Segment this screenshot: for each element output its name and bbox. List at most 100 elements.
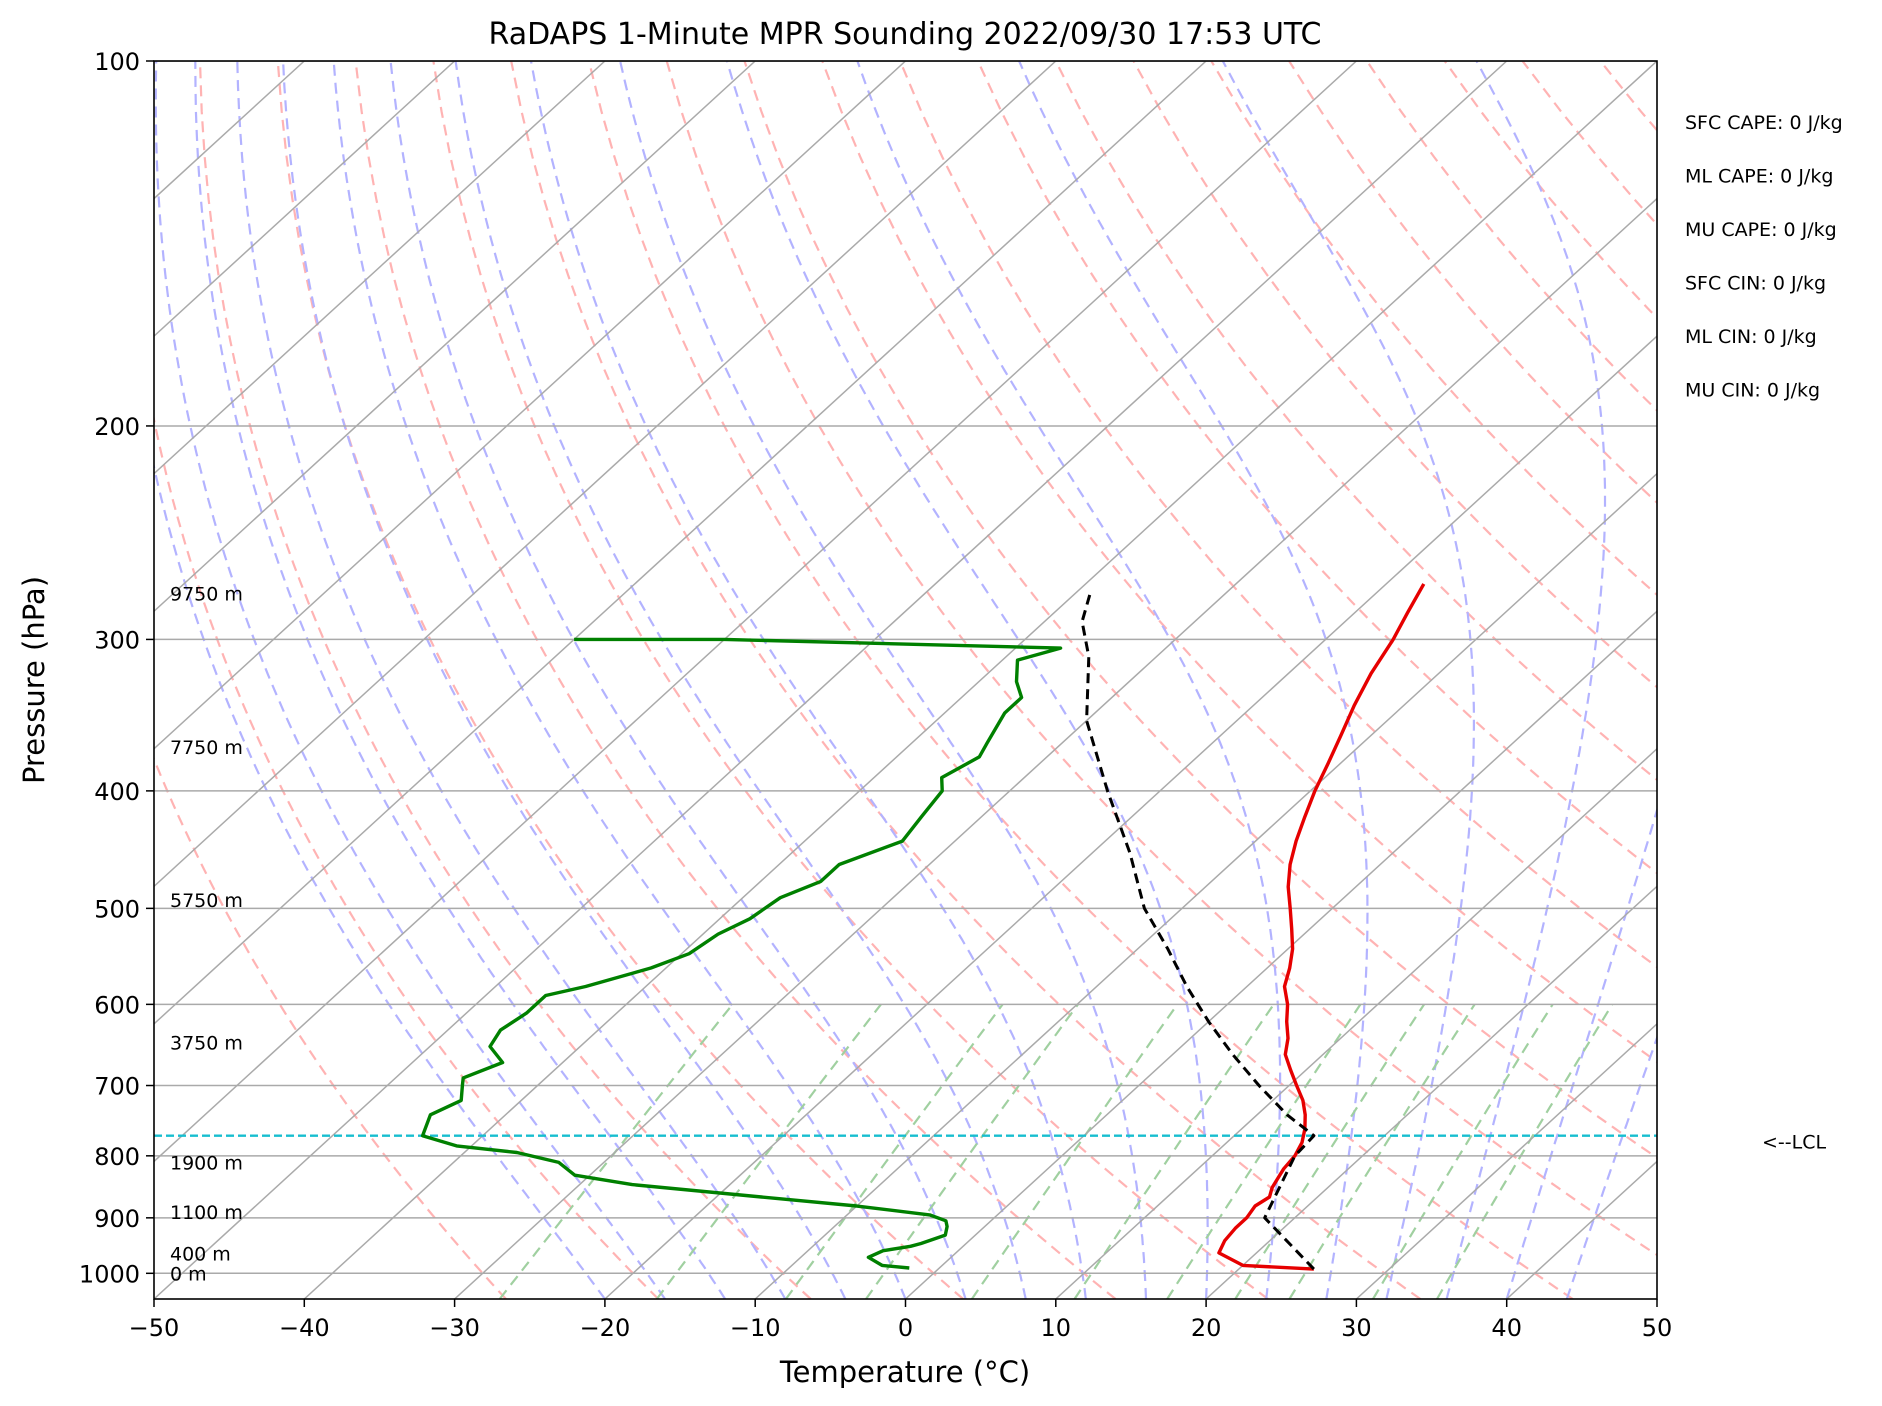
mixing-ratio-line	[655, 1003, 882, 1299]
moist-adiabat	[1018, 61, 1369, 1299]
mixing-ratio-line	[1234, 1003, 1426, 1299]
moist-adiabat	[725, 61, 1209, 1299]
dry-adiabat	[198, 61, 812, 1299]
x-tick-label: −10	[730, 1314, 781, 1342]
x-tick-label: 30	[1341, 1314, 1372, 1342]
chart-title: RaDAPS 1-Minute MPR Sounding 2022/09/30 …	[489, 17, 1322, 52]
dry-adiabat	[976, 61, 1657, 875]
stat-line: MU CIN: 0 J/kg	[1685, 380, 1820, 402]
mixing-ratio-line	[1436, 1003, 1614, 1299]
isotherm	[604, 335, 1657, 1299]
mixing-ratio-line	[1166, 1003, 1362, 1299]
moist-adiabat	[529, 61, 1087, 1299]
moist-adiabat	[1445, 61, 1607, 1299]
x-tick-label: 40	[1491, 1314, 1522, 1342]
x-axis: −50 −40 −30 −20 −10 0 10 20 30 40 50	[129, 1299, 1673, 1342]
dry-adiabat	[1132, 61, 1657, 689]
dry-adiabat	[154, 414, 660, 1299]
dry-adiabat	[1210, 61, 1657, 597]
moist-adiabat	[154, 462, 606, 1299]
grid-lines	[154, 61, 1657, 1299]
moist-adiabat	[1565, 1034, 1657, 1299]
moist-adiabat	[389, 61, 967, 1299]
moist-adiabat	[1505, 806, 1657, 1299]
stat-line: SFC CAPE: 0 J/kg	[1685, 112, 1843, 134]
moist-adiabat	[619, 61, 1148, 1299]
y-tick-label: 100	[94, 48, 140, 76]
dry-adiabat	[665, 61, 1657, 1257]
dry-adiabat	[1521, 61, 1657, 227]
y-tick-label: 600	[94, 991, 140, 1019]
x-tick-label: −50	[129, 1314, 180, 1342]
dry-adiabat	[510, 61, 1422, 1299]
y-tick-label: 700	[94, 1073, 140, 1101]
mixing-ratio-line	[498, 1003, 734, 1299]
isotherm	[454, 197, 1657, 1299]
dry-adiabat	[1834, 61, 1882, 1299]
moist-adiabat	[1221, 61, 1475, 1299]
isotherm	[1205, 885, 1657, 1299]
isotherm	[303, 61, 1657, 1299]
mixing-ratio-line	[1073, 1003, 1275, 1299]
isotherm	[904, 610, 1657, 1299]
y-tick-label: 200	[94, 413, 140, 441]
isotherm	[1055, 747, 1657, 1299]
height-label: 7750 m	[170, 737, 243, 759]
x-tick-label: 50	[1642, 1314, 1673, 1342]
stat-line: SFC CIN: 0 J/kg	[1685, 273, 1826, 295]
dry-adiabat	[1288, 61, 1657, 505]
stat-line: ML CAPE: 0 J/kg	[1685, 166, 1833, 188]
isotherm	[154, 61, 1357, 1163]
isotherm	[1355, 1022, 1657, 1299]
height-label: 5750 m	[170, 890, 243, 912]
isotherm	[154, 61, 456, 338]
dry-adiabat	[276, 61, 964, 1299]
lcl-label: <--LCL	[1762, 1132, 1826, 1154]
isotherm	[154, 61, 1207, 1025]
x-tick-label: −30	[429, 1314, 480, 1342]
dry-adiabat	[899, 61, 1657, 969]
isotherm	[1656, 1297, 1657, 1299]
dry-adiabat	[1443, 61, 1657, 320]
isotherm	[1506, 1160, 1657, 1299]
x-tick-label: 10	[1041, 1314, 1072, 1342]
x-tick-label: 20	[1191, 1314, 1222, 1342]
x-axis-label: Temperature (°C)	[779, 1355, 1030, 1389]
dry-adiabat	[154, 756, 507, 1299]
y-axis: 100 200 300 400 500 600 700 800 900 1000	[79, 48, 154, 1288]
moist-adiabat	[332, 61, 907, 1299]
series-layer	[420, 583, 1426, 1271]
moist-adiabat	[236, 61, 787, 1299]
height-label: 400 m	[170, 1243, 231, 1265]
y-tick-label: 1000	[79, 1260, 140, 1288]
isotherm	[754, 472, 1657, 1299]
dry-adiabat	[1054, 61, 1657, 782]
dry-adiabat	[1599, 61, 1657, 132]
stats-panel: SFC CAPE: 0 J/kg ML CAPE: 0 J/kg MU CAPE: …	[1685, 112, 1843, 402]
stat-line: ML CIN: 0 J/kg	[1685, 326, 1817, 348]
isotherm	[154, 61, 756, 613]
y-tick-label: 500	[94, 895, 140, 923]
isotherm	[154, 61, 1057, 888]
dewpoint-profile	[420, 637, 1063, 1270]
moist-adiabat	[856, 61, 1282, 1299]
mixing-ratio-line	[1288, 1003, 1476, 1299]
x-tick-label: −40	[279, 1314, 330, 1342]
x-tick-label: 0	[898, 1314, 913, 1342]
mixing-ratio-line	[785, 1003, 1004, 1299]
y-tick-label: 800	[94, 1143, 140, 1171]
stat-line: MU CAPE: 0 J/kg	[1685, 219, 1837, 241]
isotherm	[154, 61, 606, 475]
dry-adiabat	[743, 61, 1657, 1160]
height-label: 1900 m	[170, 1152, 243, 1174]
dry-adiabat	[354, 61, 1117, 1299]
dry-adiabat	[587, 61, 1574, 1299]
isotherm	[154, 61, 1508, 1299]
dry-adiabat	[1678, 61, 1882, 1299]
height-label: 1100 m	[170, 1202, 243, 1224]
y-tick-label: 400	[94, 778, 140, 806]
mixing-ratio-line	[1372, 1003, 1554, 1299]
moist-adiabat	[282, 61, 847, 1299]
temperature-profile	[1217, 583, 1426, 1271]
